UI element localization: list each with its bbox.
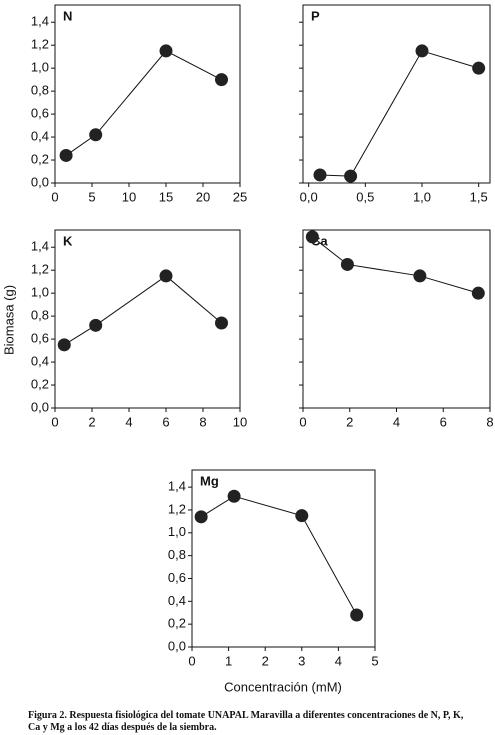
y-tick-label: 0,0 — [31, 174, 49, 189]
plot-frame — [54, 229, 241, 409]
y-tick-label: 1,2 — [168, 501, 186, 516]
x-tick-label: 0,5 — [356, 189, 374, 204]
figure: Biomasa (g) Concentración (mM) N0 5 10 15 20… — [1, 4, 494, 694]
data-point — [350, 608, 364, 622]
data-point — [313, 168, 327, 182]
x-tick-label: 8 — [199, 414, 206, 429]
x-tick-label: 15 — [159, 189, 173, 204]
x-tick-label: 6 — [440, 414, 447, 429]
x-tick-label: 5 — [371, 653, 378, 668]
x-tick-label: 20 — [196, 189, 210, 204]
y-tick-label: 0,2 — [31, 151, 49, 166]
data-line — [319, 50, 479, 177]
x-tick-label: 3 — [298, 653, 305, 668]
x-tick-label: 5 — [88, 189, 95, 204]
data-point — [59, 148, 73, 162]
y-tick-label: 0,8 — [31, 308, 49, 323]
x-tick-label: 25 — [233, 189, 247, 204]
data-point — [89, 128, 103, 142]
y-tick-label: 0,4 — [31, 354, 49, 369]
data-point — [194, 510, 208, 524]
y-tick-label: 1,0 — [168, 524, 186, 539]
plot-frame — [302, 4, 491, 184]
data-point — [472, 61, 486, 75]
x-tick-label: 4 — [393, 414, 400, 429]
data-point — [159, 44, 173, 58]
y-tick-label: 0,6 — [168, 570, 186, 585]
x-tick-label: 0,0 — [300, 189, 318, 204]
x-tick-label: 1,0 — [413, 189, 431, 204]
plot-frame — [191, 469, 376, 648]
y-tick-label: 0,2 — [168, 616, 186, 631]
plot-frame — [302, 229, 491, 409]
x-tick-label: 0 — [188, 653, 195, 668]
x-tick-label: 0 — [51, 189, 58, 204]
x-tick-label: 2 — [262, 653, 269, 668]
data-point — [344, 169, 358, 183]
x-tick-label: 6 — [162, 414, 169, 429]
x-tick-label: 2 — [346, 414, 353, 429]
plot-frame — [54, 4, 241, 184]
y-tick-label: 1,4 — [31, 239, 49, 254]
y-tick-label: 1,4 — [31, 14, 49, 29]
panel-label: Mg — [200, 473, 219, 488]
x-tick-label: 1 — [225, 653, 232, 668]
y-tick-label: 1,2 — [31, 262, 49, 277]
y-tick-label: 0,6 — [31, 331, 49, 346]
y-tick-label: 0,8 — [31, 83, 49, 98]
y-tick-label: 0,0 — [31, 399, 49, 414]
data-point — [215, 316, 228, 330]
data-point — [415, 44, 429, 58]
panel-label: N — [63, 8, 72, 23]
y-tick-label: 1,0 — [31, 285, 49, 300]
y-tick-label: 0,2 — [31, 376, 49, 391]
y-tick-label: 0,0 — [168, 638, 186, 653]
data-line — [65, 50, 222, 156]
y-tick-label: 0,4 — [168, 593, 186, 608]
data-point — [89, 318, 103, 332]
x-tick-label: 2 — [88, 414, 95, 429]
x-tick-label: 1,5 — [470, 189, 488, 204]
x-tick-label: 8 — [486, 414, 493, 429]
x-tick-label: 0 — [299, 414, 306, 429]
y-axis-label: Biomasa (g) — [1, 285, 16, 355]
panel-label: K — [63, 233, 73, 248]
data-point — [340, 257, 354, 271]
data-line — [200, 495, 358, 616]
data-point — [295, 509, 309, 523]
y-tick-label: 1,2 — [31, 37, 49, 52]
data-line — [312, 236, 479, 294]
x-axis-label: Concentración (mM) — [224, 679, 342, 694]
data-point — [471, 286, 485, 300]
data-point — [305, 230, 319, 244]
x-tick-label: 4 — [335, 653, 342, 668]
caption: Figura 2. Respuesta fisiológica del toma… — [28, 710, 464, 733]
y-tick-label: 0,8 — [168, 547, 186, 562]
data-point — [227, 489, 241, 503]
data-point — [413, 269, 427, 283]
data-point — [159, 269, 173, 283]
x-tick-label: 10 — [233, 414, 247, 429]
y-tick-label: 0,4 — [31, 129, 49, 144]
y-tick-label: 1,0 — [31, 60, 49, 75]
x-tick-label: 4 — [125, 414, 132, 429]
data-point — [215, 73, 228, 87]
y-tick-label: 1,4 — [168, 479, 186, 494]
data-point — [57, 338, 71, 352]
data-line — [63, 275, 222, 346]
x-tick-label: 10 — [122, 189, 136, 204]
panel-label: P — [311, 8, 320, 23]
y-tick-label: 0,6 — [31, 106, 49, 121]
x-tick-label: 0 — [51, 414, 58, 429]
